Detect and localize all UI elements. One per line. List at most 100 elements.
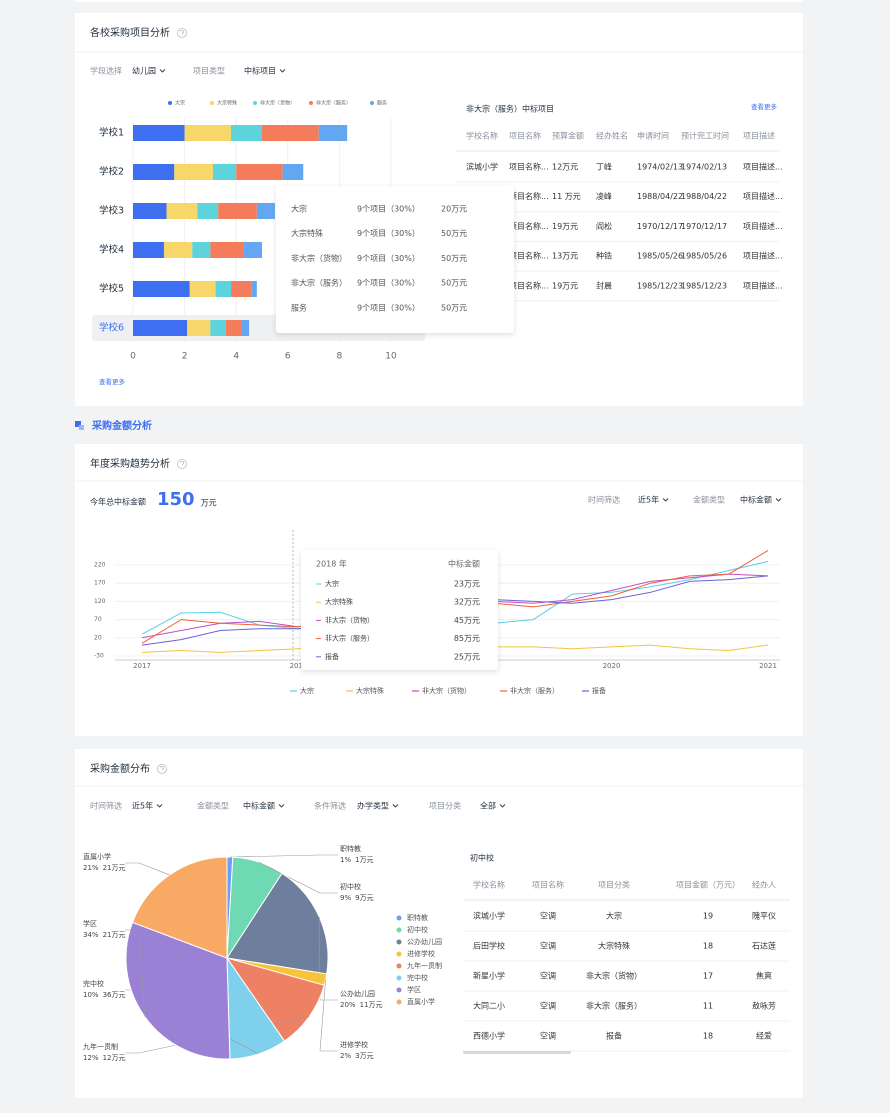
filter-label: 学段选择 — [90, 66, 122, 76]
y-tick-label: -30 — [94, 653, 104, 660]
bar-segment — [133, 203, 167, 219]
slice-percent: 2% — [340, 1052, 351, 1060]
filter-value: 全部 — [480, 801, 496, 811]
table-cell: 大同二小 — [473, 1001, 505, 1011]
table-cell: 项目名称... — [509, 221, 549, 231]
tooltip-amount: 50万元 — [441, 254, 467, 263]
help-icon — [160, 765, 164, 772]
legend-label: 非大宗（货物） — [422, 686, 471, 695]
tooltip-amount: 20万元 — [441, 205, 467, 214]
tooltip-count: 9个项目（30%） — [357, 254, 420, 263]
legend-label: 非大宗（货物） — [260, 100, 295, 107]
bar-segment — [197, 203, 219, 219]
chevron — [662, 498, 669, 502]
table-header: 项目分类 — [598, 880, 630, 890]
table-cell: 11 — [703, 1002, 713, 1011]
table-cell: 项目名称... — [509, 280, 549, 290]
bar-segment — [192, 242, 211, 258]
table-cell: 大宗特殊 — [598, 941, 630, 951]
tooltip-name: 大宗 — [325, 579, 339, 588]
legend-label: 学区 — [407, 985, 421, 994]
slice-name: 学区 — [83, 919, 97, 928]
chevron — [159, 69, 166, 73]
legend-label: 公办幼儿园 — [407, 937, 442, 946]
slice-name: 初中校 — [340, 882, 361, 891]
tooltip-count: 9个项目（30%） — [357, 229, 420, 238]
legend-dot — [396, 951, 402, 957]
table-cell: 空调 — [540, 941, 556, 951]
leader-line — [319, 979, 338, 1052]
legend-dot — [396, 915, 402, 921]
help-icon — [177, 459, 187, 469]
legend-dot — [168, 101, 172, 105]
y-tick-label: 170 — [94, 580, 106, 587]
table-cell: 种锆 — [596, 251, 612, 261]
table-header: 项目描述 — [743, 131, 775, 141]
legend-dot — [396, 963, 402, 969]
bar-segment — [210, 320, 226, 336]
bar-segment — [174, 164, 213, 180]
bar-segment — [133, 320, 188, 336]
category-label: 学校3 — [99, 205, 124, 217]
bar-segment — [133, 125, 185, 141]
table-cell: 13万元 — [552, 252, 578, 261]
category-label: 学校1 — [99, 127, 124, 139]
x-tick-label: 2018 — [290, 662, 308, 670]
table-cell: 项目名称... — [509, 162, 549, 172]
filter-value: 办学类型 — [357, 801, 389, 811]
category-label: 学校5 — [99, 283, 124, 295]
legend-dot — [396, 975, 402, 981]
tooltip-header: 中标金额 — [448, 559, 480, 569]
chevron — [156, 804, 163, 808]
slice-name: 完中校 — [83, 979, 104, 988]
slice-amount: 21万元 — [103, 931, 126, 939]
legend-label: 进修学校 — [407, 949, 435, 958]
x-tick-label: 0 — [130, 352, 136, 362]
legend-label: 大宗 — [300, 686, 314, 695]
filter-value: 中标金额 — [740, 495, 772, 505]
tooltip-value: 23万元 — [454, 580, 480, 589]
total-label: 今年总中标金额 — [90, 497, 146, 507]
x-tick-label: 10 — [385, 352, 397, 362]
bar-segment — [215, 281, 232, 297]
y-tick-label: 20 — [94, 634, 102, 641]
table-header: 经办姓名 — [596, 131, 628, 141]
table-cell: 焦爽 — [756, 971, 772, 981]
scrollbar — [463, 1051, 571, 1054]
table-cell: 项目描述... — [743, 162, 783, 172]
section-icon — [75, 421, 81, 427]
bar-segment — [251, 281, 257, 297]
bar-segment — [225, 320, 242, 336]
help-icon — [180, 460, 184, 467]
help-icon — [180, 29, 184, 36]
bar-segment — [218, 203, 257, 219]
table-cell: 非大宗（服务） — [586, 1001, 642, 1011]
slice-amount: 3万元 — [355, 1052, 373, 1060]
table-cell: 西德小学 — [473, 1031, 505, 1041]
slice-amount: 12万元 — [103, 1054, 126, 1062]
chevron — [279, 69, 286, 73]
bar-segment — [166, 203, 198, 219]
filter-label: 项目类型 — [193, 66, 225, 76]
chevron — [392, 804, 399, 808]
slice-name: 公办幼儿园 — [340, 989, 375, 998]
table-cell: 空调 — [540, 1001, 556, 1011]
table-cell: 1974/02/13 — [637, 163, 683, 172]
filter-value: 中标金额 — [243, 801, 275, 811]
legend-dot — [396, 927, 402, 933]
table-cell: 1985/05/26 — [681, 252, 727, 261]
leader-line — [258, 861, 338, 894]
total-value: 150 — [157, 489, 195, 510]
slice-percent: 12% — [83, 1054, 99, 1062]
slice-name: 直属小学 — [83, 852, 111, 861]
tooltip-name: 大宗特殊 — [325, 597, 353, 606]
legend-label: 服务 — [377, 100, 387, 107]
bar-segment — [282, 164, 304, 180]
tooltip-name: 非大宗（服务） — [291, 278, 347, 288]
slice-name: 九年一贯制 — [83, 1042, 118, 1051]
slice-amount: 1万元 — [355, 856, 373, 864]
x-tick-label: 2017 — [133, 662, 151, 670]
section-icon — [79, 425, 84, 430]
bar-segment — [210, 242, 244, 258]
filter-label: 金额类型 — [197, 801, 229, 811]
